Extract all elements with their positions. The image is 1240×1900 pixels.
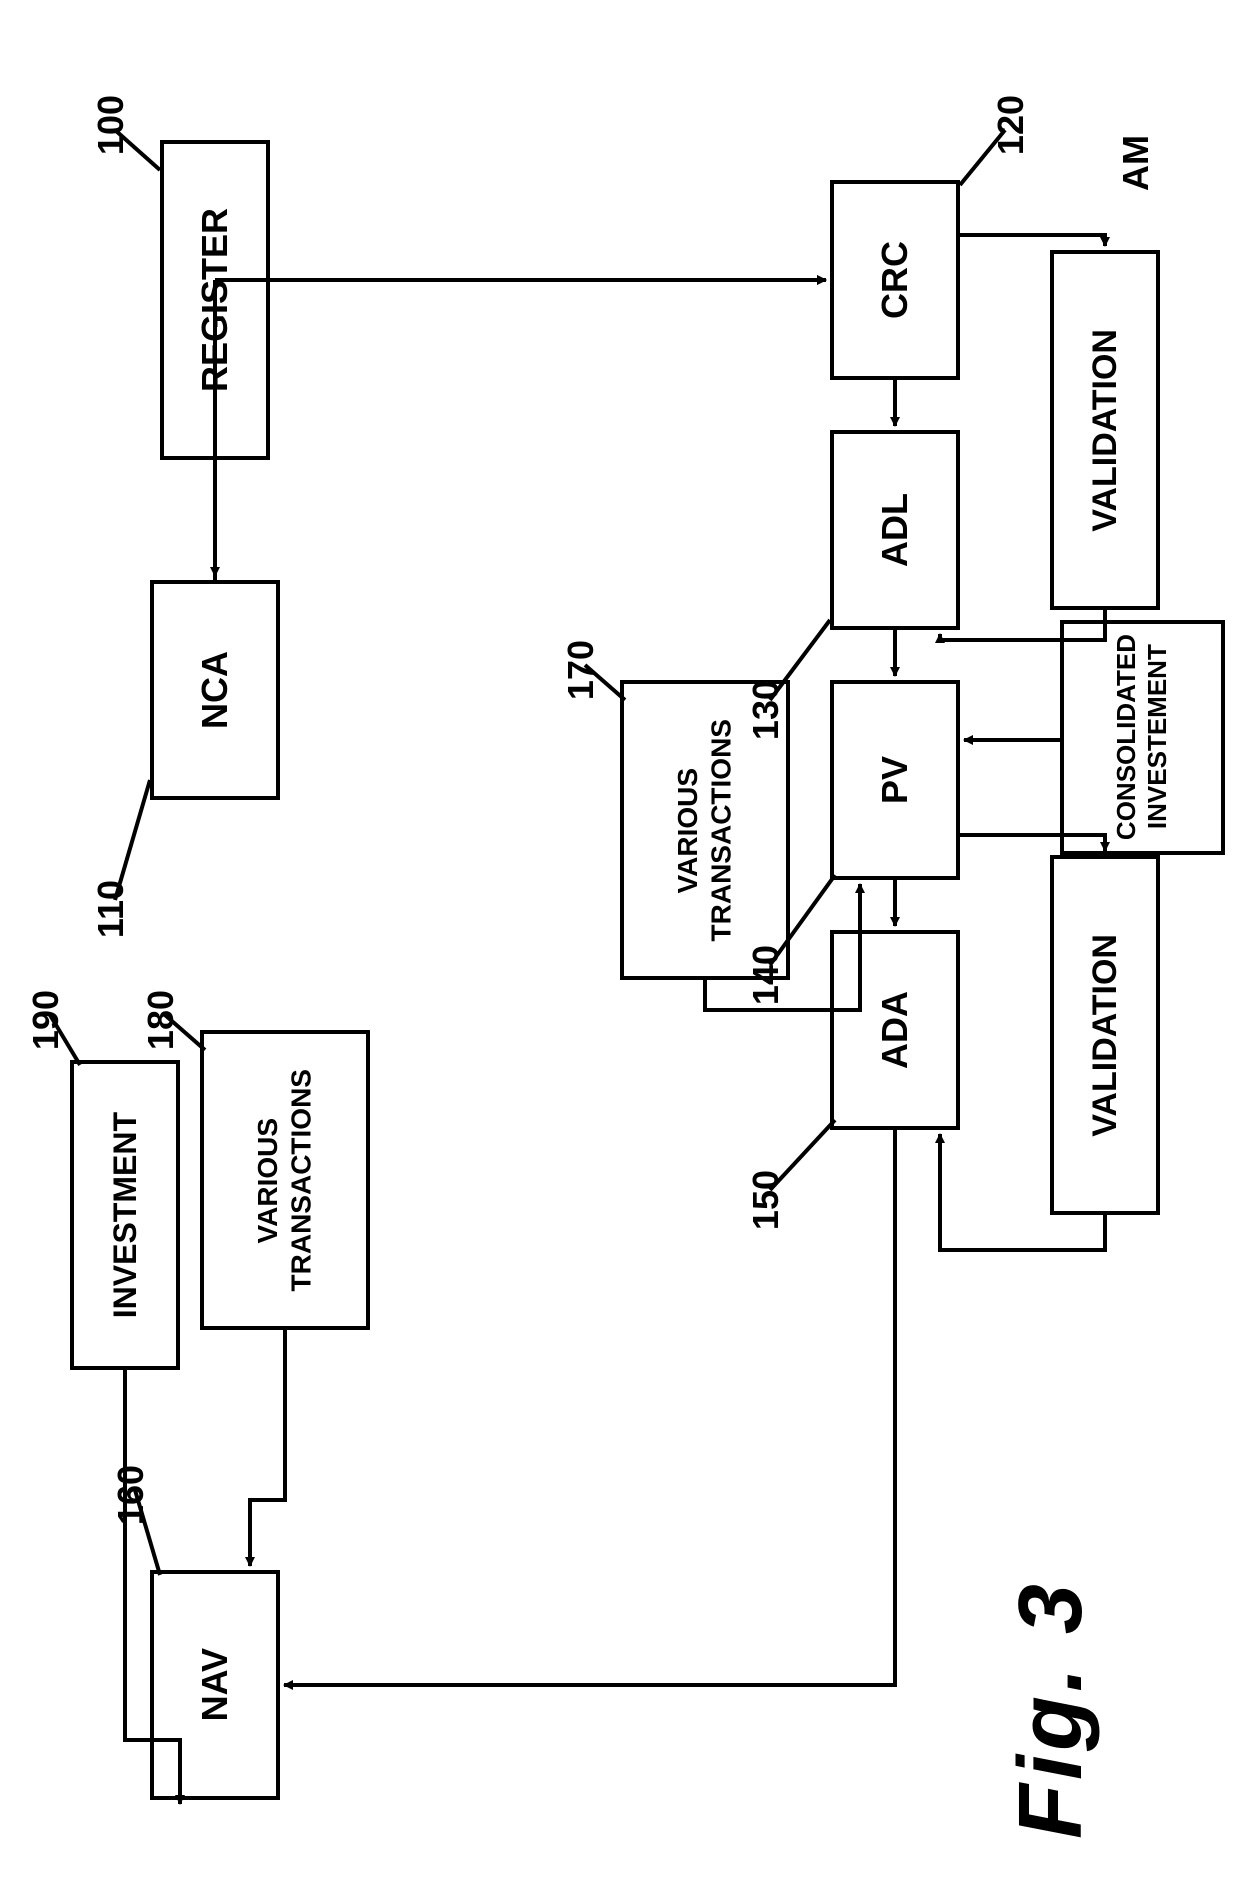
validation1-label: VALIDATION bbox=[1085, 329, 1126, 532]
figure-label: Fig. 3 bbox=[1000, 1580, 1103, 1839]
various-transactions-2-label: VARIOUS TRANSACTIONS bbox=[251, 1069, 318, 1291]
pv-label: PV bbox=[873, 756, 916, 804]
ref-140: 140 bbox=[745, 945, 787, 1005]
nca-label: NCA bbox=[193, 651, 236, 729]
nav-box: NAV bbox=[150, 1570, 280, 1800]
investment-label: INVESTMENT bbox=[106, 1112, 144, 1318]
pv-box: PV bbox=[830, 680, 960, 880]
consolidated-investment-box: CONSOLIDATED INVESTEMENT bbox=[1060, 620, 1225, 855]
ref-130: 130 bbox=[745, 680, 787, 740]
nca-box: NCA bbox=[150, 580, 280, 800]
adl-label: ADL bbox=[873, 493, 916, 567]
ref-120: 120 bbox=[990, 95, 1032, 155]
crc-label: CRC bbox=[873, 241, 916, 319]
validation2-box: VALIDATION bbox=[1050, 855, 1160, 1215]
consolidated-investment-label: CONSOLIDATED INVESTEMENT bbox=[1111, 634, 1173, 840]
various-transactions-1-label: VARIOUS TRANSACTIONS bbox=[671, 719, 738, 941]
ref-190: 190 bbox=[25, 990, 67, 1050]
ref-100: 100 bbox=[90, 95, 132, 155]
register-box: REGISTER bbox=[160, 140, 270, 460]
am-label: AM bbox=[1115, 135, 1157, 191]
ref-150: 150 bbox=[745, 1170, 787, 1230]
register-label: REGISTER bbox=[193, 208, 236, 392]
ada-label: ADA bbox=[873, 991, 916, 1069]
validation2-label: VALIDATION bbox=[1085, 934, 1126, 1137]
ref-180: 180 bbox=[140, 990, 182, 1050]
various-transactions-2-box: VARIOUS TRANSACTIONS bbox=[200, 1030, 370, 1330]
ref-160: 160 bbox=[110, 1465, 152, 1525]
adl-box: ADL bbox=[830, 430, 960, 630]
crc-box: CRC bbox=[830, 180, 960, 380]
validation1-box: VALIDATION bbox=[1050, 250, 1160, 610]
ref-170: 170 bbox=[560, 640, 602, 700]
nav-label: NAV bbox=[193, 1648, 236, 1721]
ada-box: ADA bbox=[830, 930, 960, 1130]
ref-110: 110 bbox=[90, 880, 132, 938]
investment-box: INVESTMENT bbox=[70, 1060, 180, 1370]
